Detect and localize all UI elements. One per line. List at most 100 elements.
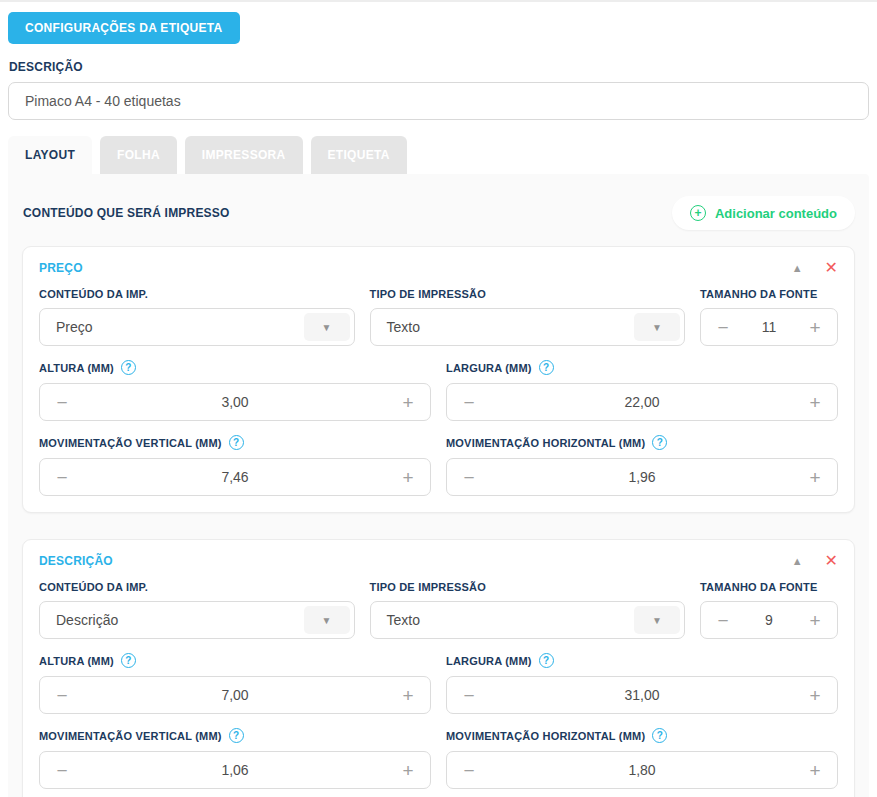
- tamanho-fonte-value[interactable]: [745, 612, 793, 628]
- plus-button[interactable]: +: [793, 761, 837, 780]
- card-title: DESCRIÇÃO: [39, 554, 113, 568]
- tamanho-fonte-stepper: − +: [700, 601, 838, 639]
- field-label-text: MOVIMENTAÇÃO VERTICAL (MM): [39, 437, 222, 449]
- mov-horizontal-value[interactable]: [491, 469, 793, 485]
- mov-vertical-value[interactable]: [84, 469, 386, 485]
- plus-button[interactable]: +: [386, 686, 430, 705]
- field-altura: ALTURA (MM) ? − +: [39, 360, 431, 421]
- largura-value[interactable]: [491, 687, 793, 703]
- altura-stepper: − +: [39, 676, 431, 714]
- field-label-text: ALTURA (MM): [39, 655, 114, 667]
- mov-horizontal-stepper: − +: [446, 458, 838, 496]
- tipo-impressao-select[interactable]: Texto ▼: [370, 308, 686, 346]
- card-actions: ▲ ✕: [792, 553, 838, 569]
- field-mov-horizontal: MOVIMENTAÇÃO HORIZONTAL (MM) ? − +: [446, 728, 838, 789]
- tab-etiqueta[interactable]: ETIQUETA: [311, 136, 407, 174]
- plus-button[interactable]: +: [386, 761, 430, 780]
- field-label-text: ALTURA (MM): [39, 362, 114, 374]
- tab-layout[interactable]: LAYOUT: [8, 136, 92, 174]
- card-header: PREÇO ▲ ✕: [39, 260, 838, 276]
- mov-horizontal-value[interactable]: [491, 762, 793, 778]
- minus-button[interactable]: −: [701, 318, 745, 337]
- help-icon[interactable]: ?: [652, 728, 667, 743]
- tamanho-fonte-stepper: − +: [700, 308, 838, 346]
- tipo-impressao-select[interactable]: Texto ▼: [370, 601, 686, 639]
- field-label: TAMANHO DA FONTE: [700, 581, 838, 593]
- plus-button[interactable]: +: [793, 393, 837, 412]
- field-conteudo-imp: CONTEÚDO DA IMP. Descrição ▼: [39, 581, 355, 639]
- mov-vertical-value[interactable]: [84, 762, 386, 778]
- mov-vertical-stepper: − +: [39, 751, 431, 789]
- help-icon[interactable]: ?: [652, 435, 667, 450]
- field-tamanho-fonte: TAMANHO DA FONTE − +: [700, 288, 838, 346]
- plus-button[interactable]: +: [793, 318, 837, 337]
- label-config-button[interactable]: CONFIGURAÇÕES DA ETIQUETA: [8, 12, 240, 44]
- tab-bar: LAYOUT FOLHA IMPRESSORA ETIQUETA: [8, 136, 869, 174]
- help-icon[interactable]: ?: [229, 435, 244, 450]
- field-label-text: LARGURA (MM): [446, 362, 532, 374]
- minus-button[interactable]: −: [40, 393, 84, 412]
- minus-button[interactable]: −: [447, 393, 491, 412]
- minus-button[interactable]: −: [447, 468, 491, 487]
- card-header: DESCRIÇÃO ▲ ✕: [39, 553, 838, 569]
- collapse-up-icon[interactable]: ▲: [792, 263, 803, 274]
- minus-button[interactable]: −: [40, 686, 84, 705]
- conteudo-imp-select[interactable]: Preço ▼: [39, 308, 355, 346]
- card-row: MOVIMENTAÇÃO VERTICAL (MM) ? − + MOVIMEN…: [39, 435, 838, 496]
- help-icon[interactable]: ?: [121, 653, 136, 668]
- minus-button[interactable]: −: [40, 761, 84, 780]
- field-conteudo-imp: CONTEÚDO DA IMP. Preço ▼: [39, 288, 355, 346]
- field-largura: LARGURA (MM) ? − +: [446, 653, 838, 714]
- field-label-text: MOVIMENTAÇÃO HORIZONTAL (MM): [446, 730, 645, 742]
- close-icon[interactable]: ✕: [825, 553, 838, 569]
- field-tamanho-fonte: TAMANHO DA FONTE − +: [700, 581, 838, 639]
- altura-value[interactable]: [84, 687, 386, 703]
- largura-stepper: − +: [446, 383, 838, 421]
- mov-vertical-stepper: − +: [39, 458, 431, 496]
- field-label: MOVIMENTAÇÃO VERTICAL (MM) ?: [39, 435, 431, 450]
- help-icon[interactable]: ?: [539, 653, 554, 668]
- card-row: CONTEÚDO DA IMP. Descrição ▼ TIPO DE IMP…: [39, 581, 838, 639]
- plus-button[interactable]: +: [793, 611, 837, 630]
- chevron-down-icon[interactable]: ▼: [634, 313, 680, 341]
- field-tipo-impressao: TIPO DE IMPRESSÃO Texto ▼: [370, 288, 686, 346]
- chevron-down-icon[interactable]: ▼: [634, 606, 680, 634]
- plus-circle-icon: +: [690, 205, 706, 221]
- altura-stepper: − +: [39, 383, 431, 421]
- add-content-button[interactable]: + Adicionar conteúdo: [672, 196, 855, 230]
- close-icon[interactable]: ✕: [825, 260, 838, 276]
- field-label-text: MOVIMENTAÇÃO HORIZONTAL (MM): [446, 437, 645, 449]
- plus-button[interactable]: +: [386, 393, 430, 412]
- minus-button[interactable]: −: [40, 468, 84, 487]
- minus-button[interactable]: −: [447, 686, 491, 705]
- mov-horizontal-stepper: − +: [446, 751, 838, 789]
- conteudo-imp-select[interactable]: Descrição ▼: [39, 601, 355, 639]
- tab-impressora[interactable]: IMPRESSORA: [185, 136, 303, 174]
- help-icon[interactable]: ?: [229, 728, 244, 743]
- minus-button[interactable]: −: [701, 611, 745, 630]
- field-label: TAMANHO DA FONTE: [700, 288, 838, 300]
- plus-button[interactable]: +: [386, 468, 430, 487]
- field-label: ALTURA (MM) ?: [39, 653, 431, 668]
- description-label: DESCRIÇÃO: [9, 60, 869, 74]
- altura-value[interactable]: [84, 394, 386, 410]
- add-content-label: Adicionar conteúdo: [715, 206, 837, 221]
- minus-button[interactable]: −: [447, 761, 491, 780]
- collapse-up-icon[interactable]: ▲: [792, 556, 803, 567]
- field-label: MOVIMENTAÇÃO HORIZONTAL (MM) ?: [446, 435, 838, 450]
- help-icon[interactable]: ?: [121, 360, 136, 375]
- plus-button[interactable]: +: [793, 686, 837, 705]
- field-label-text: LARGURA (MM): [446, 655, 532, 667]
- selected-value: Texto: [387, 319, 420, 335]
- label-settings-page: CONFIGURAÇÕES DA ETIQUETA DESCRIÇÃO LAYO…: [0, 2, 877, 797]
- description-input[interactable]: [8, 82, 869, 120]
- field-label: LARGURA (MM) ?: [446, 360, 838, 375]
- plus-button[interactable]: +: [793, 468, 837, 487]
- chevron-down-icon[interactable]: ▼: [304, 606, 350, 634]
- field-label: CONTEÚDO DA IMP.: [39, 581, 355, 593]
- chevron-down-icon[interactable]: ▼: [304, 313, 350, 341]
- tab-folha[interactable]: FOLHA: [100, 136, 177, 174]
- largura-value[interactable]: [491, 394, 793, 410]
- help-icon[interactable]: ?: [539, 360, 554, 375]
- tamanho-fonte-value[interactable]: [745, 319, 793, 335]
